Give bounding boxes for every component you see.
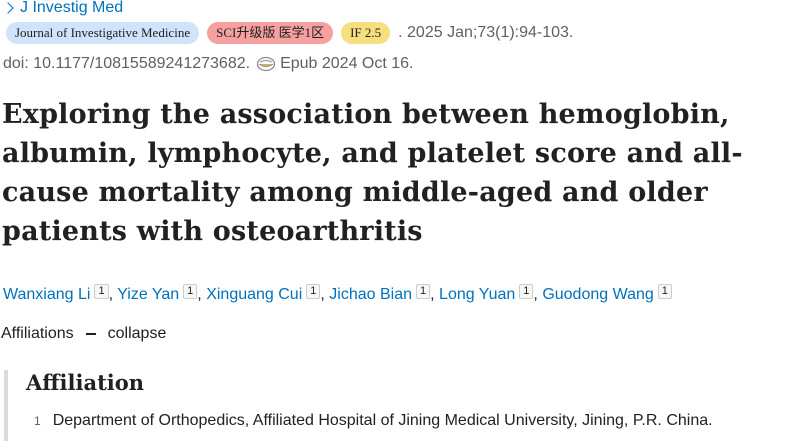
collapse-link[interactable]: collapse <box>107 325 167 342</box>
author-separator: , <box>108 286 114 303</box>
affiliation-marker[interactable]: 1 <box>657 284 672 299</box>
affiliation-marker[interactable]: 1 <box>306 284 321 299</box>
citation-badges: Journal of Investigative Medicine SCI升级版… <box>6 22 573 44</box>
affiliation-heading: Affiliation <box>26 370 145 395</box>
author-link[interactable]: Jichao Bian <box>329 286 413 303</box>
journal-name-badge[interactable]: Journal of Investigative Medicine <box>6 22 200 44</box>
chevron-right-icon <box>2 2 14 14</box>
author-list: Wanxiang Li 1, Yize Yan 1, Xinguang Cui 1, … <box>3 284 672 304</box>
doi-line: doi: 10.1177/10815589241273682. Epub 202… <box>3 55 414 73</box>
sci-rank-badge[interactable]: SCI升级版 医学1区 <box>207 22 334 44</box>
journal-link[interactable]: J Investig Med <box>2 0 124 17</box>
minus-icon <box>85 333 96 335</box>
author-item: Wanxiang Li 1, <box>3 284 117 303</box>
author-link[interactable]: Long Yuan <box>439 286 516 303</box>
affiliation-item: 1 Department of Orthopedics, Affiliated … <box>34 412 713 430</box>
author-link[interactable]: Guodong Wang <box>542 286 654 303</box>
author-item: Jichao Bian 1, <box>329 284 439 303</box>
affiliation-text: Department of Orthopedics, Affiliated Ho… <box>52 412 713 429</box>
citation-date-volume: . 2025 Jan;73(1):94-103. <box>398 24 574 41</box>
author-item: Long Yuan 1, <box>439 284 542 303</box>
journal-short-name[interactable]: J Investig Med <box>20 0 124 16</box>
author-separator: , <box>320 286 325 303</box>
epub-icon <box>256 56 276 72</box>
author-item: Xinguang Cui 1, <box>206 284 329 303</box>
epub-date: Epub 2024 Oct 16. <box>280 55 414 72</box>
author-link[interactable]: Xinguang Cui <box>206 286 303 303</box>
affiliations-label[interactable]: Affiliations <box>1 325 74 342</box>
impact-factor-badge[interactable]: IF 2.5 <box>341 22 391 44</box>
author-link[interactable]: Yize Yan <box>117 286 180 303</box>
author-separator: , <box>430 286 435 303</box>
affiliation-marker[interactable]: 1 <box>94 284 109 299</box>
author-link[interactable]: Wanxiang Li <box>3 286 91 303</box>
article-title: Exploring the association between hemogl… <box>2 99 743 247</box>
author-separator: , <box>197 286 202 303</box>
affiliation-section: Affiliation 1 Department of Orthopedics,… <box>4 370 788 441</box>
author-item: Yize Yan 1, <box>117 284 206 303</box>
affiliation-number: 1 <box>34 414 41 428</box>
affiliation-marker[interactable]: 1 <box>416 284 431 299</box>
affiliation-marker[interactable]: 1 <box>519 284 534 299</box>
author-item: Guodong Wang 1 <box>542 284 672 303</box>
doi-text: doi: 10.1177/10815589241273682. <box>3 55 251 72</box>
author-separator: , <box>533 286 538 303</box>
affiliations-toggle[interactable]: Affiliations collapse <box>1 325 166 343</box>
affiliation-marker[interactable]: 1 <box>183 284 198 299</box>
